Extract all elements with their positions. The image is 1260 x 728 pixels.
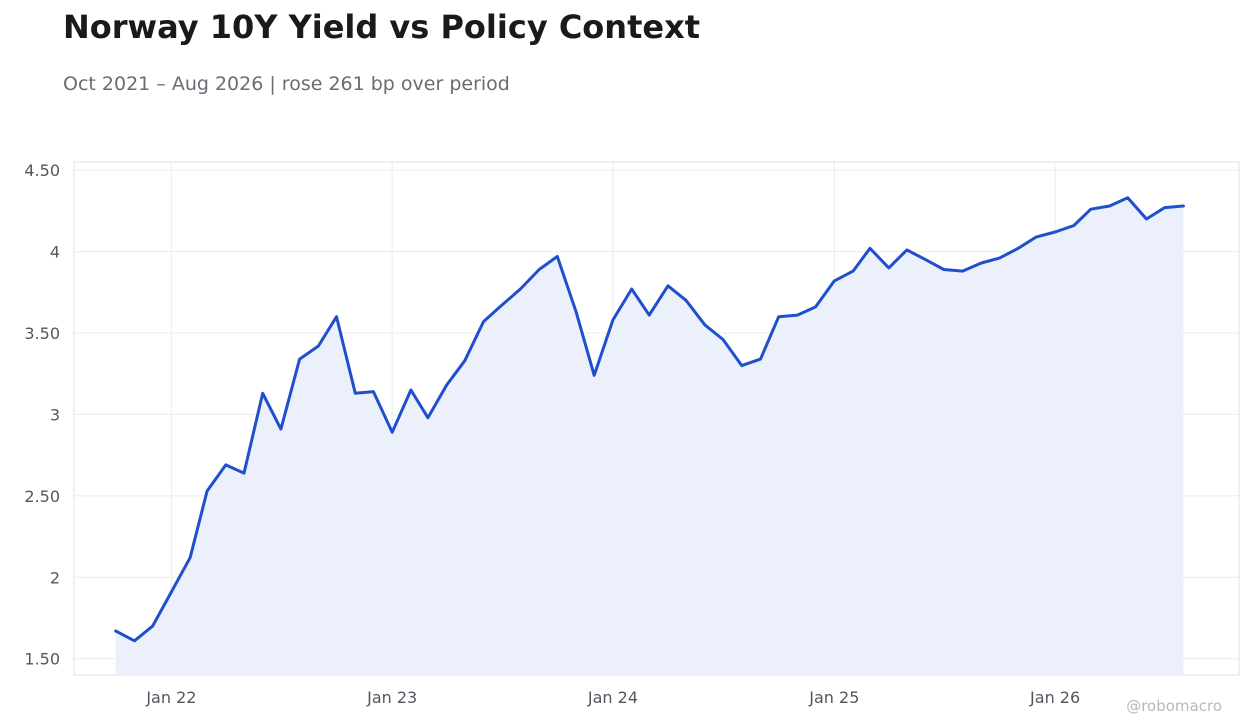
data-point	[849, 267, 857, 275]
y-tick-label: 2	[50, 568, 60, 587]
data-point	[977, 259, 985, 267]
data-point	[131, 637, 139, 645]
data-point	[903, 246, 911, 254]
data-point	[1032, 233, 1040, 241]
data-point	[112, 627, 120, 635]
data-point	[628, 285, 636, 293]
yield-line	[114, 196, 1185, 643]
data-point	[240, 469, 248, 477]
data-point	[793, 311, 801, 319]
data-point	[424, 414, 432, 422]
data-point	[1014, 244, 1022, 252]
data-point	[922, 256, 930, 264]
data-point	[1124, 194, 1132, 202]
data-point	[959, 267, 967, 275]
data-point	[940, 266, 948, 274]
data-point	[664, 282, 672, 290]
data-point	[149, 622, 157, 630]
watermark: @robomacro	[1126, 697, 1222, 715]
data-point	[719, 336, 727, 344]
x-tick-label: Jan 25	[808, 688, 859, 707]
y-tick-label: 3.50	[24, 324, 60, 343]
x-tick-label: Jan 22	[145, 688, 196, 707]
y-tick-label: 4.50	[24, 161, 60, 180]
data-point	[333, 313, 341, 321]
data-point	[369, 388, 377, 396]
data-point	[167, 588, 175, 596]
data-point	[572, 308, 580, 316]
data-point	[1070, 222, 1078, 230]
data-point	[480, 318, 488, 326]
x-tick-label: Jan 23	[366, 688, 417, 707]
y-tick-label: 1.50	[24, 650, 60, 669]
chart-subtitle: Oct 2021 – Aug 2026 | rose 261 bp over p…	[63, 73, 510, 95]
data-point	[1179, 202, 1187, 210]
data-point	[885, 264, 893, 272]
x-tick-label: Jan 24	[587, 688, 638, 707]
data-point	[996, 254, 1004, 262]
data-point	[516, 285, 524, 293]
data-point	[1051, 228, 1059, 236]
data-point	[296, 355, 304, 363]
data-point	[388, 428, 396, 436]
data-point	[866, 244, 874, 252]
data-point	[1087, 205, 1095, 213]
x-axis-ticks: Jan 22 Jan 23 Jan 24 Jan 25 Jan 26	[145, 688, 1080, 707]
y-tick-label: 4	[50, 243, 60, 262]
chart-title: Norway 10Y Yield vs Policy Context	[63, 8, 700, 46]
data-point	[314, 342, 322, 350]
data-point	[535, 266, 543, 274]
data-point	[609, 316, 617, 324]
data-point	[443, 381, 451, 389]
data-point	[590, 371, 598, 379]
data-point	[461, 357, 469, 365]
data-point	[1161, 204, 1169, 212]
data-point	[645, 311, 653, 319]
data-point	[553, 253, 561, 261]
data-point	[1143, 215, 1151, 223]
data-point	[775, 313, 783, 321]
data-point	[277, 425, 285, 433]
data-point	[203, 487, 211, 495]
data-point	[682, 296, 690, 304]
data-point	[830, 277, 838, 285]
data-point	[351, 389, 359, 397]
data-point	[498, 301, 506, 309]
yield-area-fill	[115, 197, 1184, 676]
y-tick-label: 3	[50, 405, 60, 424]
data-point	[738, 362, 746, 370]
x-tick-label: Jan 26	[1029, 688, 1080, 707]
data-point	[701, 321, 709, 329]
data-point	[222, 461, 230, 469]
data-point	[757, 355, 765, 363]
data-point	[186, 554, 194, 562]
y-tick-label: 2.50	[24, 487, 60, 506]
y-axis-ticks: 1.50 2 2.50 3 3.50 4 4.50	[24, 161, 60, 669]
data-point	[812, 303, 820, 311]
data-point	[259, 389, 267, 397]
data-point	[1106, 202, 1114, 210]
data-point	[407, 386, 415, 394]
